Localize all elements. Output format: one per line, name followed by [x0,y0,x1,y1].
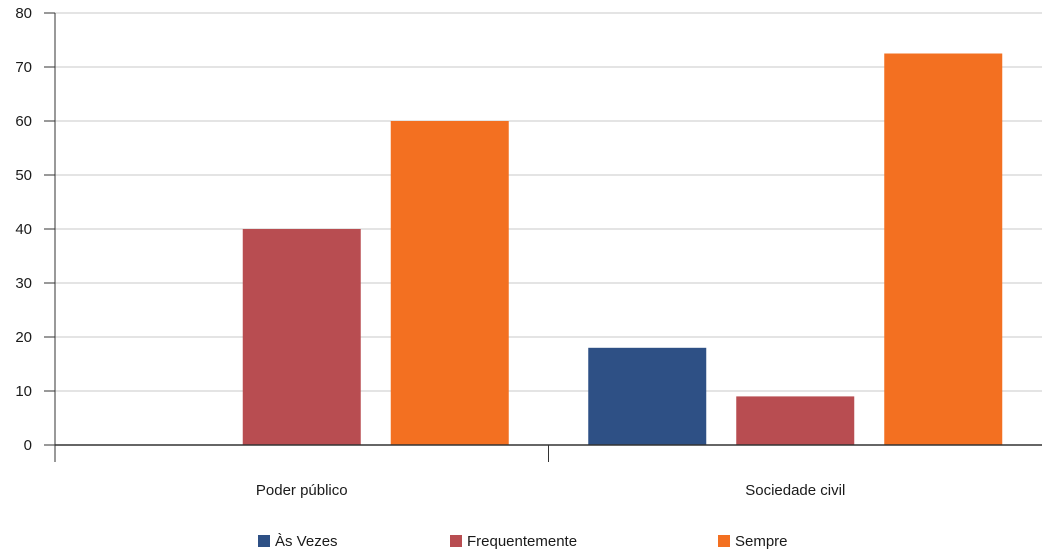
legend-swatch [450,535,462,547]
y-tick-label: 0 [24,437,32,454]
bar-sempre-0 [390,121,509,445]
bar-frequentemente-0 [242,229,361,445]
bars [242,53,1003,445]
gridlines [55,12,1042,392]
x-axis: Poder público Sociedade civil [54,444,1042,499]
bar-frequentemente-1 [736,396,855,445]
y-tick-label: 60 [15,113,32,130]
category-label: Poder público [256,482,348,499]
legend-label: Às Vezes [275,533,338,550]
y-tick-label: 70 [15,59,32,76]
category-label: Sociedade civil [745,482,845,499]
y-tick-label: 80 [15,5,32,22]
y-tick-label: 30 [15,275,32,292]
legend: Às Vezes Frequentemente Sempre [258,533,788,550]
legend-label: Frequentemente [467,533,577,550]
y-tick-label: 40 [15,221,32,238]
y-tick-label: 50 [15,167,32,184]
legend-swatch [718,535,730,547]
legend-label: Sempre [735,533,788,550]
y-axis: 0 10 20 30 40 50 60 70 80 [15,5,56,454]
y-tick-label: 20 [15,329,32,346]
bar-sempre-1 [884,53,1003,445]
y-tick-label: 10 [15,383,32,400]
bar--s-vezes-1 [588,347,707,445]
legend-swatch [258,535,270,547]
